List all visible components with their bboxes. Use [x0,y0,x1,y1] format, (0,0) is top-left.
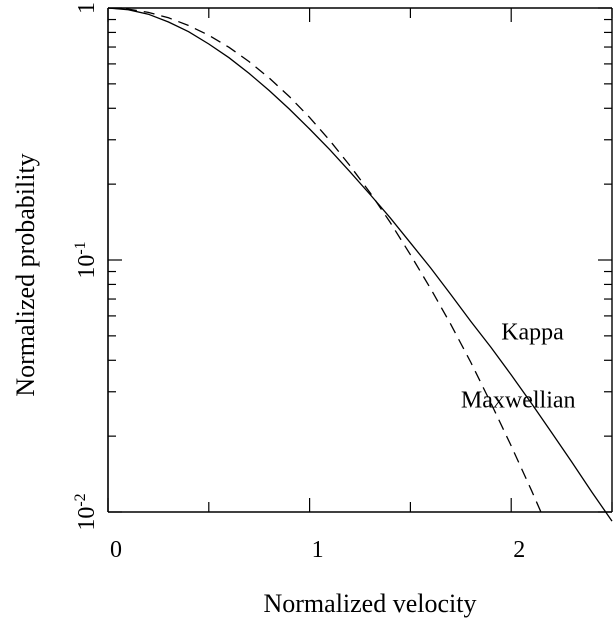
x-axis-title: Normalized velocity [264,589,477,618]
y-tick-label: 10-2 [72,493,100,530]
x-tick-label: 0 [110,537,122,563]
x-tick-labels: 0 1 2 [110,537,525,563]
curve-label-kappa: Kappa [501,320,564,346]
y-tick-label: 10-1 [72,241,100,278]
series-maxwellian-line [107,7,542,514]
x-tick-label: 1 [312,537,324,563]
curve-label-maxwellian: Maxwellian [461,387,576,413]
series-lines [107,7,613,522]
curve-labels: Kappa Maxwellian [461,320,576,414]
y-tick-label: 1 [74,2,100,14]
axis-ticks [107,7,613,513]
plot-frame [107,7,613,513]
y-axis-title: Normalized probability [11,153,40,396]
series-kappa-line [107,7,613,522]
x-tick-label: 2 [513,537,525,563]
y-tick-labels: 1 10-1 10-2 [72,2,100,531]
